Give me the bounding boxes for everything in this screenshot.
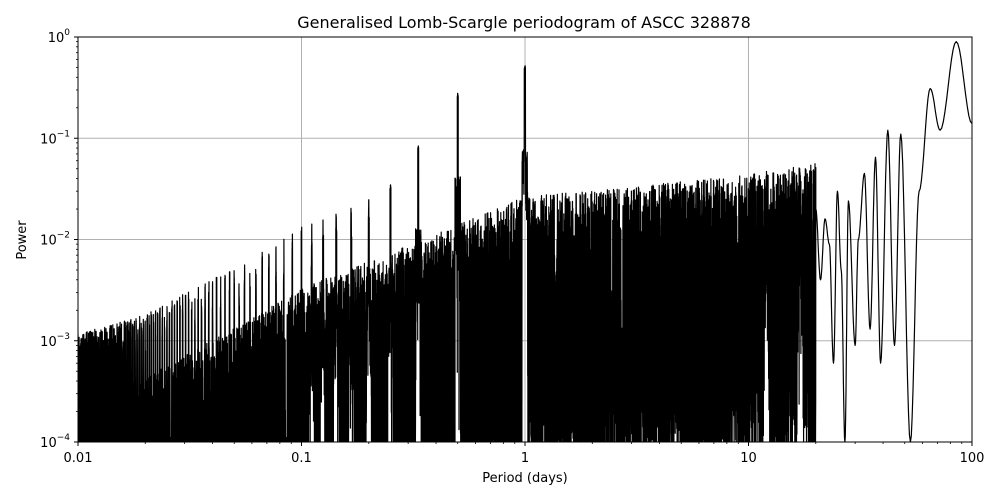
- x-axis-ticks: 0.01 0.1 1 10 100: [64, 442, 985, 466]
- power-spectrum-line: [78, 41, 972, 442]
- x-tick-label: 0.01: [64, 451, 93, 466]
- y-tick-label: 10−3: [40, 332, 70, 350]
- data-series: [78, 41, 972, 442]
- x-tick-label: 10: [740, 451, 757, 466]
- x-axis-label: Period (days): [482, 471, 568, 486]
- y-tick-label: 10−2: [40, 231, 70, 249]
- y-axis-ticks: 100 10−1 10−2 10−3 10−4: [40, 28, 78, 451]
- y-tick-label: 10−1: [40, 129, 70, 147]
- y-tick-label: 10−4: [40, 433, 70, 451]
- x-tick-label: 1: [521, 451, 529, 466]
- y-axis-label: Power: [15, 220, 30, 260]
- x-tick-label: 100: [960, 451, 985, 466]
- x-tick-label: 0.1: [291, 451, 312, 466]
- y-tick-label: 100: [48, 28, 71, 46]
- chart-title: Generalised Lomb-Scargle periodogram of …: [297, 13, 751, 32]
